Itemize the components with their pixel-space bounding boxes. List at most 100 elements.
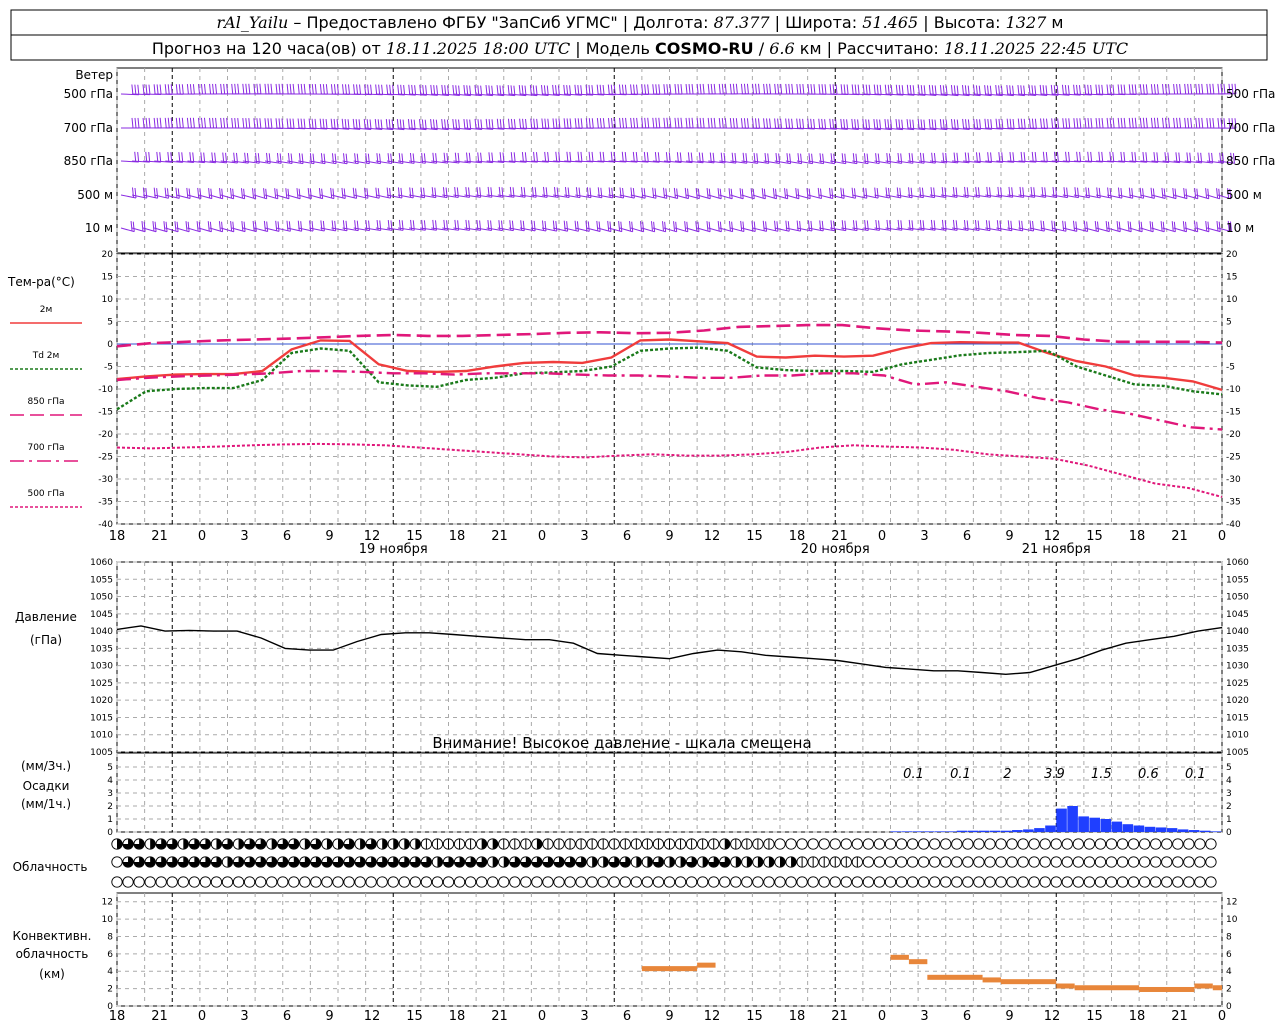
wind-barb-flag (719, 188, 722, 199)
wind-barb-flag (264, 83, 267, 94)
temp-tick-left: -10 (98, 385, 113, 395)
wind-barb-flag (673, 221, 676, 232)
wind-barb-flag (898, 84, 901, 95)
calc-prefix: Рассчитано: (837, 39, 939, 58)
wind-barb-flag (569, 118, 572, 129)
wind-barb-flag (207, 221, 210, 232)
cloud-symbol (851, 838, 863, 850)
wind-barb-flag (851, 118, 854, 130)
wind-barb-flag (621, 151, 624, 162)
temp-tick-right: -10 (1226, 385, 1241, 395)
wind-barb-flag (1153, 117, 1156, 128)
wind-barb-flag (990, 152, 993, 163)
wind-barb-flag (956, 85, 959, 96)
wind-barb-flag (1021, 220, 1024, 231)
wind-barb-flag (752, 83, 755, 94)
wind-barb-flag (286, 83, 289, 94)
time-tick-label: 0 (878, 1009, 886, 1024)
wind-barb (253, 160, 271, 164)
cloud-symbol (1194, 856, 1206, 868)
wind-barb-flag (1020, 151, 1023, 163)
cloud-symbol (199, 876, 212, 888)
cloud-symbol (807, 876, 819, 888)
wind-barb-flag (1028, 84, 1031, 96)
precip-bar (1012, 830, 1023, 832)
time-tick-label: 6 (283, 529, 291, 544)
wind-barb-flag (607, 117, 610, 129)
wind-barb-flag (602, 84, 605, 96)
wind-barb-flag (1009, 85, 1012, 96)
precip-bar (923, 831, 935, 832)
wind-barb-flag (1223, 83, 1226, 94)
cloud-symbol (884, 856, 897, 868)
cloud-symbol (1105, 856, 1118, 868)
cloud-symbol (951, 838, 963, 850)
cloud-symbol (1094, 838, 1107, 850)
wind-barb-flag (939, 84, 942, 96)
wind-barb-flag (774, 220, 777, 231)
wind-barb-flag (1131, 117, 1134, 128)
cloud-symbol (1127, 838, 1140, 850)
time-tick-label: 3 (920, 529, 928, 544)
wind-barb-flag (1062, 118, 1065, 129)
cloud-symbol (1094, 876, 1107, 888)
precip-tick-right: 3 (1226, 789, 1232, 799)
conv-tick-left: 0 (107, 1002, 113, 1012)
wind-barb-flag (755, 83, 758, 94)
wind-barb-flag (358, 119, 361, 130)
cloud-symbol-3q (310, 839, 321, 849)
wind-barb-flag (973, 85, 976, 96)
day-label: 21 ноября (1022, 542, 1091, 557)
wind-barb-flag (491, 152, 494, 163)
wind-barb-flag (243, 188, 246, 199)
cloud-symbol-3q (123, 839, 134, 849)
wind-barb-flag (263, 220, 266, 231)
cloud-symbol (1183, 856, 1195, 868)
wind-barb-flag (676, 152, 679, 163)
press-tick-right: 1045 (1226, 610, 1249, 620)
wind-barb-flag (325, 84, 328, 95)
wind-barb-flag (1117, 117, 1120, 128)
wind-barb-flag (1134, 84, 1137, 95)
wind-barb-flag (275, 220, 278, 231)
wind-barb-flag (1161, 187, 1164, 198)
wind-barb (674, 194, 689, 200)
cloud-symbol (133, 876, 145, 888)
wind-barb-flag (610, 117, 613, 129)
wind-barb-flag (602, 118, 605, 129)
wind-barb-flag (334, 220, 337, 231)
wind-barb-flag (535, 85, 538, 96)
temp-tick-left: 15 (102, 273, 113, 283)
wind-barb-flag (857, 84, 860, 95)
wind-barb-flag (931, 119, 934, 130)
wind-barb-flag (917, 84, 920, 95)
wind-barb-flag (309, 188, 312, 199)
wind-barb-flag (243, 221, 246, 232)
precip-bar (1133, 825, 1145, 832)
wind-barb-flag (356, 84, 359, 95)
wind-barb-flag (1096, 187, 1099, 198)
conv-tick-right: 10 (1226, 915, 1238, 925)
wind-barb-flag (708, 188, 711, 199)
wind-barb-flag (154, 221, 157, 232)
cloud-symbol-half (592, 857, 598, 867)
cloud-symbol-3q (288, 839, 299, 849)
wind-barb-flag (751, 220, 754, 231)
wind-barb-flag (688, 117, 691, 128)
cloud-symbol-3q (255, 839, 266, 849)
temp-tick-left: -35 (98, 498, 113, 508)
temp-tick-right: -40 (1226, 520, 1241, 530)
wind-barb-flag (558, 151, 561, 163)
wind-barb-flag (311, 83, 314, 95)
wind-barb (497, 93, 515, 97)
wind-barb-flag (375, 187, 378, 198)
wind-barb-flag (1216, 188, 1219, 199)
wind-barb-flag (237, 83, 240, 94)
wind-barb-flag (687, 152, 690, 163)
wind-barb-flag (1185, 221, 1187, 232)
wind-barb-flag (833, 220, 836, 231)
precip-tick-right: 2 (1226, 802, 1232, 812)
precip-bar (1177, 829, 1189, 832)
wind-barb-flag (998, 85, 1001, 96)
wind-barb-flag (1187, 83, 1190, 95)
